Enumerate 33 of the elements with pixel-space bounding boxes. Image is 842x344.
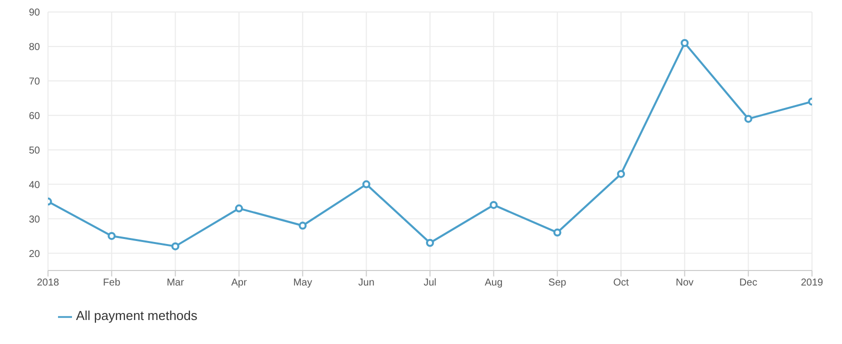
legend-label: All payment methods	[76, 308, 198, 324]
point	[490, 200, 498, 209]
x-tick-label: Sep	[548, 278, 567, 289]
point	[426, 238, 434, 247]
point	[171, 242, 180, 250]
y-tick-label: 20	[28, 248, 40, 260]
x-tick-label: Apr	[231, 278, 248, 289]
x-tick-label: Dec	[739, 278, 758, 289]
y-tick-label: 70	[28, 76, 40, 88]
point	[298, 222, 307, 230]
point	[362, 180, 370, 188]
x-tick-label: 2018	[36, 278, 60, 289]
point	[617, 170, 625, 178]
point	[744, 114, 752, 123]
x-tick-label: Nov	[676, 278, 694, 289]
y-tick-label: 30	[28, 214, 40, 226]
x-tick-label: Oct	[613, 278, 629, 289]
y-tick-label: 40	[28, 180, 40, 191]
x-tick-label: Jul	[424, 278, 436, 289]
x-tick-label: Aug	[484, 278, 503, 289]
x-tick-label: Mar	[166, 278, 185, 289]
y-tick-label: 60	[28, 110, 40, 122]
x-tick-label: May	[293, 278, 312, 289]
y-tick-label: 80	[28, 42, 40, 54]
y-tick-label: 50	[28, 145, 40, 156]
point	[108, 232, 116, 240]
x-tick-label: 2019	[800, 278, 824, 289]
y-tick-label: 90	[28, 8, 40, 19]
point	[235, 204, 243, 212]
point	[680, 39, 689, 48]
x-tick-label: Jun	[358, 278, 374, 289]
x-tick-label: Feb	[103, 278, 121, 289]
point	[553, 228, 562, 237]
